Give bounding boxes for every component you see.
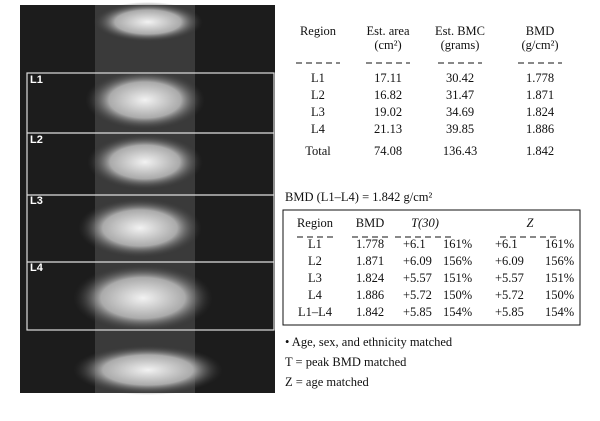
table-cell: 1.778 <box>356 237 384 251</box>
table-cell: 150% <box>545 288 574 302</box>
table-cell: 136.43 <box>443 144 477 158</box>
table-cell: +5.85 <box>403 305 432 319</box>
table-cell: +6.09 <box>403 254 432 268</box>
table-cell: +6.1 <box>495 237 518 251</box>
table-header: Est. area <box>366 24 409 38</box>
table-cell: L4 <box>308 288 323 302</box>
table-cell: Total <box>305 144 331 158</box>
note: T = peak BMD matched <box>285 355 407 369</box>
vertebra-label: L3 <box>30 195 43 207</box>
table-cell: +5.57 <box>495 271 524 285</box>
dxa-scan <box>20 2 275 395</box>
table-header: (g/cm²) <box>521 38 558 52</box>
table-cell: 39.85 <box>446 122 474 136</box>
table-cell: 156% <box>545 254 574 268</box>
table-cell: +5.72 <box>403 288 432 302</box>
table-header: Region <box>297 216 334 230</box>
table-cell: 154% <box>443 305 472 319</box>
table-cell: L3 <box>308 271 322 285</box>
table-cell: 1.778 <box>526 71 554 85</box>
table-cell: L4 <box>311 122 326 136</box>
table-cell: 19.02 <box>374 105 402 119</box>
table-cell: 161% <box>545 237 574 251</box>
table-cell: 1.871 <box>526 88 554 102</box>
table-cell: L1 <box>311 71 325 85</box>
table-cell: L2 <box>311 88 325 102</box>
table-cell: 1.886 <box>526 122 554 136</box>
vertebra-label: L1 <box>30 74 43 86</box>
table-header: Z <box>527 216 535 230</box>
table-cell: 21.13 <box>374 122 402 136</box>
table-box <box>282 209 581 326</box>
table-header: BMD <box>526 24 554 38</box>
table-cell: 161% <box>443 237 472 251</box>
table-cell: 1.842 <box>526 144 554 158</box>
table-cell: +5.85 <box>495 305 524 319</box>
table-header: (grams) <box>441 38 480 52</box>
table-cell: 1.842 <box>356 305 384 319</box>
table-cell: 1.824 <box>356 271 385 285</box>
table-header: T(30) <box>411 216 439 230</box>
table-cell: 74.08 <box>374 144 402 158</box>
bmd-summary: BMD (L1–L4) = 1.842 g/cm² <box>285 190 432 204</box>
vertebra-label: L2 <box>30 134 43 146</box>
table-cell: 31.47 <box>446 88 474 102</box>
table-cell: 30.42 <box>446 71 474 85</box>
table-cell: 1.824 <box>526 105 555 119</box>
note: • Age, sex, and ethnicity matched <box>285 335 453 349</box>
table-cell: 154% <box>545 305 574 319</box>
table-cell: 1.886 <box>356 288 384 302</box>
table-cell: 16.82 <box>374 88 402 102</box>
table-cell: 156% <box>443 254 472 268</box>
table-cell: L2 <box>308 254 322 268</box>
note: Z = age matched <box>285 375 369 389</box>
table-cell: 1.871 <box>356 254 384 268</box>
table-header: BMD <box>356 216 384 230</box>
table-header: Region <box>300 24 337 38</box>
table-cell: +5.57 <box>403 271 432 285</box>
table-cell: +6.1 <box>403 237 426 251</box>
table-cell: 150% <box>443 288 472 302</box>
table-cell: L1–L4 <box>298 305 333 319</box>
table-cell: L1 <box>308 237 322 251</box>
table-header: (cm²) <box>374 38 401 52</box>
table-cell: 17.11 <box>374 71 402 85</box>
table-cell: +5.72 <box>495 288 524 302</box>
table-cell: +6.09 <box>495 254 524 268</box>
table-header: Est. BMC <box>435 24 485 38</box>
vertebra-label: L4 <box>30 262 44 274</box>
table-cell: 34.69 <box>446 105 474 119</box>
table-cell: L3 <box>311 105 325 119</box>
table-cell: 151% <box>443 271 472 285</box>
table-cell: 151% <box>545 271 574 285</box>
